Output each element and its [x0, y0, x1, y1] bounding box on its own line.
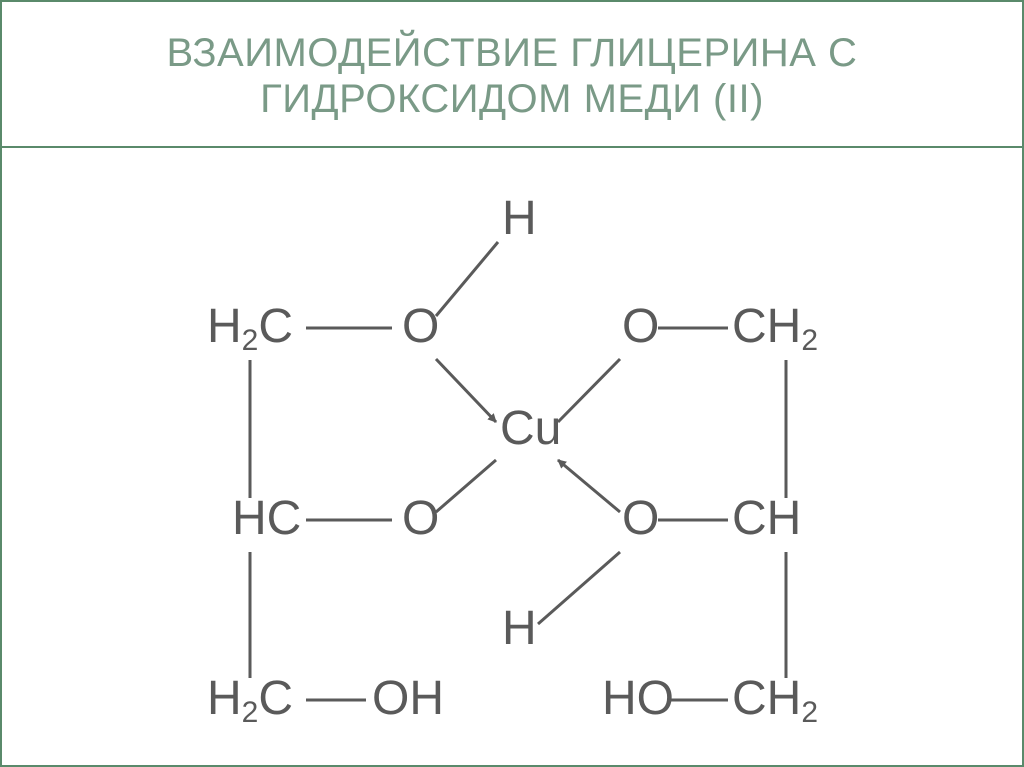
chemical-structure-diagram: HOOCuOOHH2CCH2HCCHH2CCH2OHHO [2, 156, 1022, 746]
bond [558, 460, 620, 512]
atom-O_tl: O [402, 300, 439, 353]
bond [558, 359, 620, 422]
atom-Cu: Cu [500, 402, 561, 455]
atom-OH_bl: OH [372, 672, 444, 725]
title-block: ВЗАИМОДЕЙСТВИЕ ГЛИЦЕРИНА С ГИДРОКСИДОМ М… [2, 2, 1022, 148]
bond [436, 460, 496, 512]
atom-H2C_tl: H2C [207, 300, 293, 357]
structure-svg: HOOCuOOHH2CCH2HCCHH2CCH2OHHO [92, 164, 932, 754]
atom-H2C_bl: H2C [207, 672, 293, 729]
atom-O_tr: O [622, 300, 659, 353]
atom-O_br: O [622, 492, 659, 545]
atom-CH2_br: CH2 [732, 672, 818, 729]
atom-HO_br: HO [602, 672, 674, 725]
atom-CH2_tr: CH2 [732, 300, 818, 357]
bond [436, 242, 498, 316]
page-title: ВЗАИМОДЕЙСТВИЕ ГЛИЦЕРИНА С ГИДРОКСИДОМ М… [42, 30, 982, 122]
bond [436, 359, 496, 422]
atom-H_bot: H [502, 602, 537, 655]
atom-H_top: H [502, 192, 537, 245]
atom-HC_ml: HC [232, 492, 301, 545]
bond [538, 552, 620, 624]
atom-CH_mr: CH [732, 492, 801, 545]
atom-O_bl: O [402, 492, 439, 545]
